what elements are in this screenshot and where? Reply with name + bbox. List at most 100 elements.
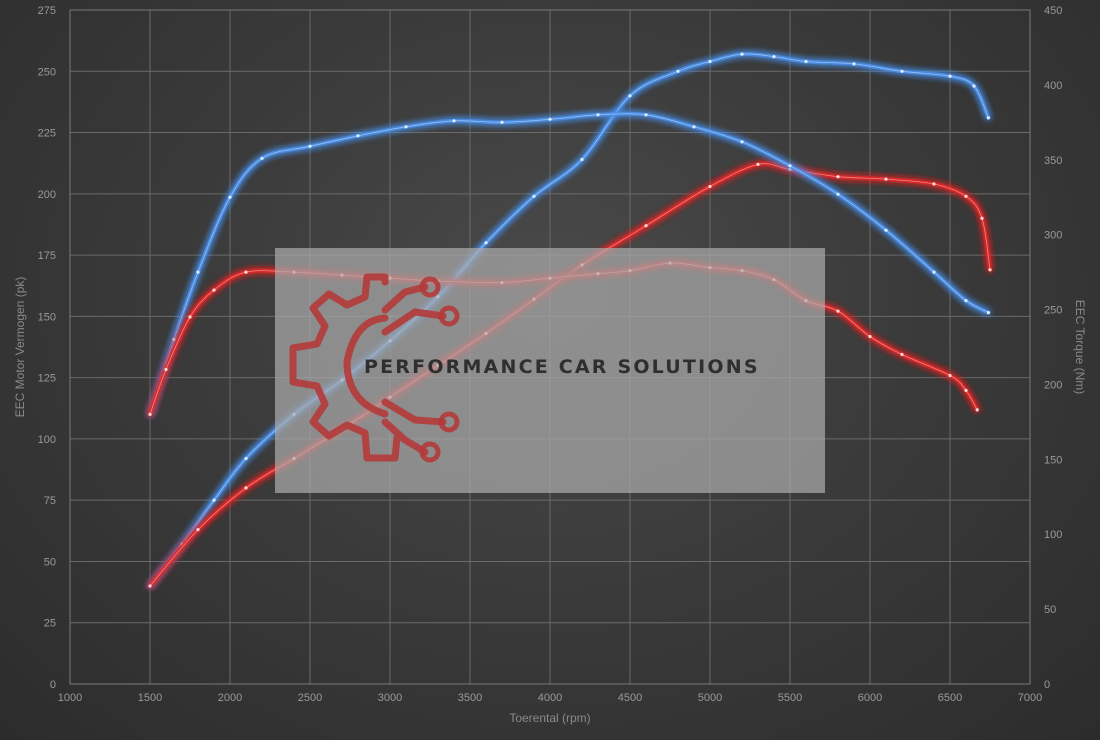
data-point xyxy=(740,52,744,56)
y-left-tick-label: 125 xyxy=(38,373,56,385)
x-tick-label: 4500 xyxy=(618,692,642,704)
data-point xyxy=(164,367,168,372)
x-tick-label: 1000 xyxy=(58,692,82,704)
data-point xyxy=(148,584,152,588)
y-axis-right-label: EEC Torque (Nm) xyxy=(1073,300,1087,394)
data-point xyxy=(932,182,936,186)
y-right-tick-label: 350 xyxy=(1044,155,1062,167)
data-point xyxy=(452,119,456,123)
y-right-tick-label: 100 xyxy=(1044,529,1062,541)
data-point xyxy=(948,74,952,78)
data-point xyxy=(244,456,248,461)
data-point xyxy=(500,120,504,124)
data-point xyxy=(884,228,888,232)
y-right-tick-label: 150 xyxy=(1044,454,1062,466)
data-point xyxy=(788,164,792,168)
data-point xyxy=(580,157,584,162)
data-point xyxy=(548,117,552,121)
data-point xyxy=(804,59,808,64)
y-right-tick-label: 0 xyxy=(1044,679,1050,691)
y-left-tick-label: 150 xyxy=(38,311,56,323)
x-tick-label: 6500 xyxy=(938,692,962,704)
y-right-tick-label: 200 xyxy=(1044,379,1062,391)
y-left-tick-label: 75 xyxy=(44,495,56,507)
data-point xyxy=(356,134,360,138)
data-point xyxy=(932,270,936,274)
x-tick-label: 4000 xyxy=(538,692,562,704)
y-left-tick-label: 25 xyxy=(44,618,56,630)
data-point xyxy=(188,315,192,319)
x-tick-label: 5000 xyxy=(698,692,722,704)
data-point xyxy=(868,334,872,339)
data-point xyxy=(676,69,680,73)
x-axis-label: Toerental (rpm) xyxy=(509,711,590,725)
y-left-tick-label: 250 xyxy=(38,66,56,78)
data-point xyxy=(884,177,888,181)
y-right-tick-label: 300 xyxy=(1044,230,1062,242)
y-axis-left-label: EEC Motor Vermogen (pk) xyxy=(13,277,27,418)
y-right-tick-label: 50 xyxy=(1044,604,1056,616)
data-point xyxy=(212,288,216,292)
axis-ticks: 1000 1500 2000 2500 3000 3500 4000 4500 5000 5500… xyxy=(38,5,1063,704)
data-point xyxy=(900,69,904,73)
data-point xyxy=(628,94,632,98)
data-point xyxy=(964,194,968,198)
data-point xyxy=(596,113,600,117)
data-point xyxy=(212,498,216,502)
data-point xyxy=(836,309,840,313)
data-point xyxy=(852,62,856,66)
data-point xyxy=(948,373,952,378)
x-tick-label: 7000 xyxy=(1018,692,1042,704)
plot-frame xyxy=(69,9,1031,685)
y-right-tick-label: 250 xyxy=(1044,305,1062,317)
data-point xyxy=(532,194,536,198)
data-point xyxy=(986,116,991,120)
x-tick-label: 3000 xyxy=(378,692,402,704)
data-point xyxy=(244,486,248,490)
data-point xyxy=(244,270,248,274)
data-point xyxy=(228,195,232,199)
y-left-tick-label: 100 xyxy=(38,434,56,446)
data-point xyxy=(708,59,712,64)
y-left-tick-label: 0 xyxy=(50,679,56,691)
y-left-tick-label: 275 xyxy=(38,5,56,17)
data-point xyxy=(972,84,976,88)
data-point xyxy=(260,156,264,160)
data-point xyxy=(196,270,200,274)
y-right-tick-label: 400 xyxy=(1044,80,1062,92)
data-point xyxy=(986,311,991,315)
y-left-tick-label: 225 xyxy=(38,128,56,140)
data-point xyxy=(708,184,712,189)
data-point xyxy=(148,412,152,416)
x-tick-label: 2500 xyxy=(298,692,322,704)
x-tick-label: 6000 xyxy=(858,692,882,704)
y-left-tick-label: 200 xyxy=(38,189,56,201)
data-point xyxy=(988,268,992,272)
data-point xyxy=(644,224,648,228)
data-point xyxy=(756,162,760,166)
y-left-tick-label: 50 xyxy=(44,556,56,568)
x-tick-label: 5500 xyxy=(778,692,802,704)
y-right-tick-label: 450 xyxy=(1044,5,1062,17)
series-highlight-1 xyxy=(149,53,989,587)
y-left-tick-label: 175 xyxy=(38,250,56,262)
data-point xyxy=(836,192,840,196)
data-point xyxy=(980,216,984,220)
data-point xyxy=(484,241,488,245)
data-point xyxy=(308,144,312,148)
data-point xyxy=(900,352,904,357)
x-tick-label: 2000 xyxy=(218,692,242,704)
watermark-text: PERFORMANCE CAR SOLUTIONS xyxy=(364,356,760,378)
data-point xyxy=(196,528,200,532)
x-tick-label: 1500 xyxy=(138,692,162,704)
data-point xyxy=(644,113,648,117)
data-point xyxy=(964,299,968,303)
data-point xyxy=(772,55,776,59)
data-point xyxy=(836,175,840,179)
x-tick-label: 3500 xyxy=(458,692,482,704)
data-point xyxy=(740,140,744,144)
data-point xyxy=(172,337,176,342)
data-point xyxy=(404,125,408,129)
data-point xyxy=(692,125,696,129)
